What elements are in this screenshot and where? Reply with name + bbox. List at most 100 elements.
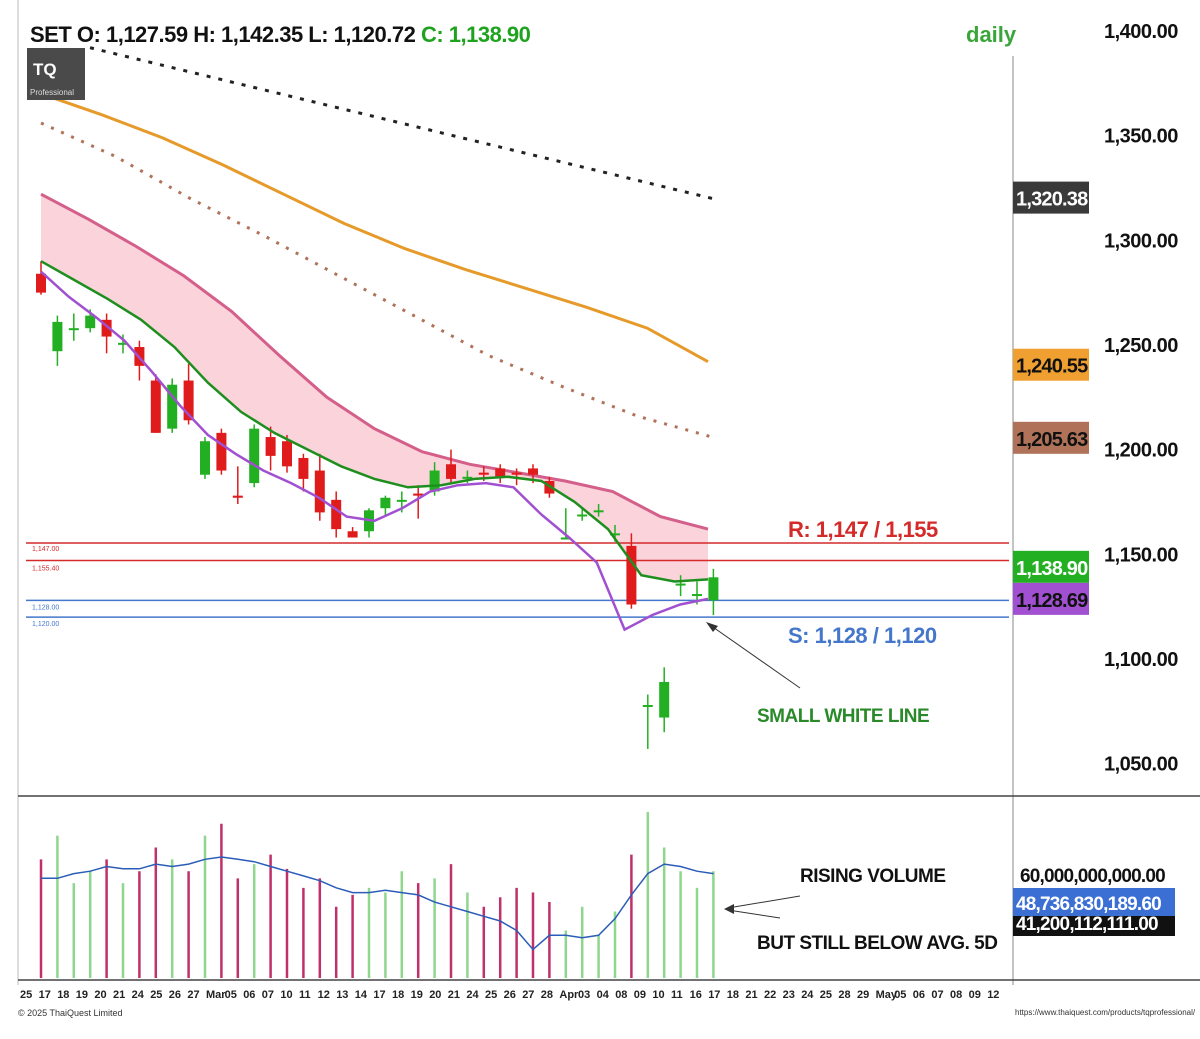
candle-up: [675, 583, 686, 586]
x-tick-label: 21: [745, 989, 757, 1001]
x-tick-label: 28: [838, 989, 850, 1001]
support-label: S: 1,128 / 1,120: [788, 623, 937, 648]
x-tick-label: 14: [355, 989, 368, 1001]
volume-current-tag: [1013, 888, 1175, 916]
x-tick-label: 12: [987, 989, 999, 1001]
candle-down: [528, 468, 538, 475]
candle-up: [200, 441, 210, 475]
volume-avg-tag-text: 41,200,112,111.00: [1016, 914, 1158, 935]
volume-avg-line: [41, 856, 714, 951]
candle-down: [232, 495, 243, 498]
annotation-arrow-line: [709, 624, 801, 689]
x-tick-label: 21: [448, 989, 460, 1001]
x-tick-label: 11: [671, 989, 683, 1001]
x-tick-label: 17: [39, 989, 51, 1001]
x-tick-label: 28: [541, 989, 553, 1001]
x-tick-label: 12: [318, 989, 330, 1001]
candle-up: [85, 315, 96, 329]
ohlc-header: SET O: 1,127.59 H: 1,142.35 L: 1,120.72 …: [30, 22, 531, 48]
x-tick-label: 21: [113, 989, 125, 1001]
value-tag-text: 1,205.63: [1016, 429, 1088, 451]
candle-down: [495, 468, 506, 477]
volume-note-arrow: [727, 895, 801, 909]
value-tag: [1013, 421, 1089, 454]
candle-up: [642, 704, 653, 707]
volume-note: RISING VOLUME: [800, 866, 946, 887]
x-tick-label: 20: [94, 989, 106, 1001]
tq-logo: TQ Professional: [27, 48, 85, 100]
value-tag-text: 1,138.90: [1016, 558, 1088, 580]
resistance-small-label: 1,147.00: [32, 546, 59, 553]
y-tick-label: 1,200.00: [1104, 440, 1178, 462]
candle-down: [347, 531, 358, 538]
volume-current-tag-text: 48,736,830,189.60: [1016, 894, 1161, 915]
x-tick-label: 19: [76, 989, 88, 1001]
copyright: © 2025 ThaiQuest Limited: [18, 1008, 123, 1018]
logo-caption: Professional: [30, 88, 75, 97]
symbol-label: SET: [30, 22, 72, 47]
x-tick-label: 27: [187, 989, 199, 1001]
candle-down: [626, 545, 637, 605]
volume-note-arrowhead: [724, 904, 734, 914]
y-tick-label: 1,100.00: [1104, 649, 1178, 671]
x-tick-label: 10: [280, 989, 292, 1001]
source-url: https://www.thaiquest.com/products/tqpro…: [1015, 1008, 1196, 1017]
x-tick-label: May: [876, 989, 898, 1001]
x-tick-label: 06: [243, 989, 255, 1001]
x-tick-label: 10: [652, 989, 664, 1001]
ma-orange-line: [40, 92, 709, 364]
x-tick-label: 17: [708, 989, 720, 1001]
candle-up: [708, 577, 719, 601]
candle-down: [298, 457, 309, 479]
x-tick-label: 29: [857, 989, 869, 1001]
x-tick-label: Mar: [206, 989, 226, 1001]
close-value: C: 1,138.90: [420, 22, 531, 47]
value-tag: [1013, 550, 1089, 583]
candle-down: [36, 273, 46, 293]
candle-up: [396, 499, 407, 502]
volume-note: BUT STILL BELOW AVG. 5D: [757, 933, 997, 954]
candle-down: [216, 432, 227, 471]
x-tick-label: 18: [392, 989, 404, 1001]
x-tick-label: 18: [57, 989, 69, 1001]
candle-down: [265, 437, 276, 456]
volume-note-arrow: [727, 909, 781, 919]
candle-up: [577, 514, 588, 517]
support-small-label: 1,120.00: [32, 621, 59, 628]
x-tick-label: 20: [429, 989, 441, 1001]
candle-up: [249, 428, 260, 484]
candle-down: [446, 464, 456, 479]
resistance-small-label: 1,155.40: [32, 566, 59, 573]
candle-up: [560, 537, 571, 540]
x-tick-label: 03: [578, 989, 590, 1001]
resistance-label: R: 1,147 / 1,155: [788, 517, 938, 542]
candle-down: [331, 499, 342, 530]
candle-down: [511, 472, 522, 475]
y-tick-label: 1,250.00: [1104, 335, 1178, 357]
annotation-arrowhead: [706, 622, 718, 632]
x-tick-label: Apr: [559, 989, 579, 1001]
x-tick-label: 19: [411, 989, 423, 1001]
candle-down: [314, 470, 325, 513]
candle-up: [52, 321, 63, 352]
x-tick-label: 26: [169, 989, 181, 1001]
candle-down: [150, 380, 161, 433]
value-tag: [1013, 348, 1089, 381]
x-tick-label: 05: [225, 989, 237, 1001]
y-tick-label: 1,050.00: [1104, 754, 1178, 776]
value-tag: [1013, 582, 1089, 615]
candle-up: [167, 384, 178, 429]
candle-up: [68, 328, 79, 331]
candle-down: [478, 472, 489, 475]
candle-up: [593, 510, 604, 513]
candle-up: [380, 497, 391, 509]
ohlc-values: O: 1,127.59 H: 1,142.35 L: 1,120.72: [76, 22, 416, 47]
x-tick-label: 24: [801, 989, 814, 1001]
x-tick-label: 25: [20, 989, 32, 1001]
x-tick-label: 11: [299, 989, 311, 1001]
x-tick-label: 25: [485, 989, 497, 1001]
x-tick-label: 09: [634, 989, 646, 1001]
y-tick-label: 1,350.00: [1104, 126, 1178, 148]
candle-up: [462, 476, 473, 479]
